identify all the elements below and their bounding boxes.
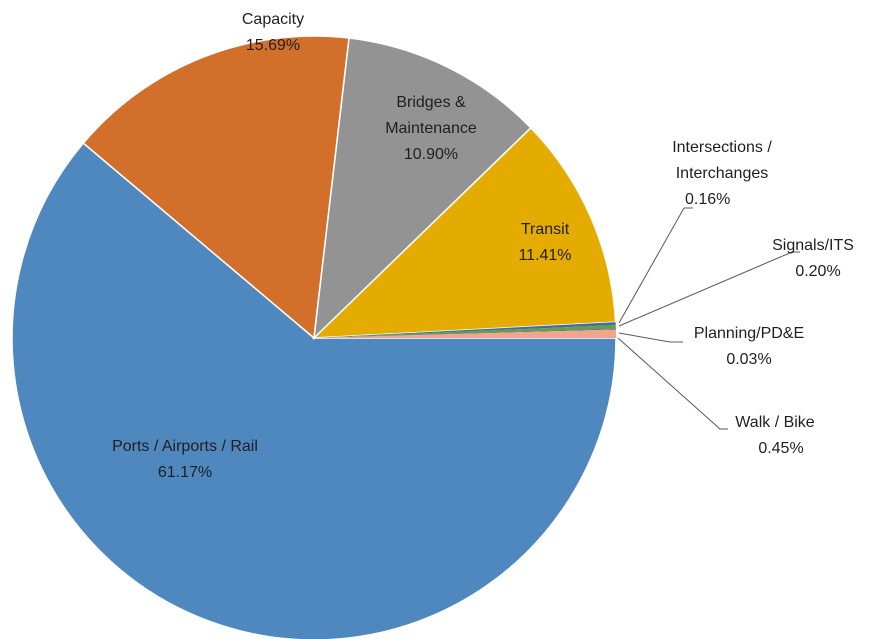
data-label: Capacity 15.69% (173, 7, 373, 59)
pie-slice (313, 37, 532, 341)
slice-name: Ports / Airports / Rail (112, 438, 258, 455)
pie-slice (312, 126, 617, 339)
data-label: Bridges & Maintenance 10.90% (361, 90, 501, 168)
slice-name: Bridges & Maintenance (385, 94, 477, 137)
slice-value: 61.17% (157, 464, 213, 481)
leader-line (617, 337, 728, 430)
slice-value: 0.03% (726, 351, 772, 368)
data-label: Planning/PD&E 0.03% (679, 321, 819, 373)
slice-name: Capacity (241, 11, 305, 28)
pie-slice (314, 329, 616, 338)
slice-name: Transit (520, 221, 570, 238)
slice-value: 0.45% (758, 440, 804, 457)
slice-name: Signals/ITS (772, 237, 854, 254)
slice-value: 10.90% (403, 146, 459, 163)
pie-slice (314, 322, 616, 338)
slice-value: 0.16% (685, 191, 731, 208)
slice-value: 15.69% (245, 37, 301, 54)
pie-slice (314, 328, 616, 338)
data-label: Signals/ITS 0.20% (758, 233, 868, 285)
leader-lines (617, 207, 800, 430)
leader-line (618, 332, 683, 343)
leader-line (618, 251, 800, 327)
pie-slice (314, 325, 616, 338)
slice-name: Intersections / Interchanges (672, 139, 772, 182)
pie-slice (11, 142, 617, 639)
leader-line (618, 207, 693, 324)
slice-name: Planning/PD&E (693, 325, 805, 342)
slice-value: 11.41% (518, 247, 572, 264)
slice-name: Walk / Bike (735, 414, 815, 431)
data-label: Transit 11.41% (495, 217, 595, 269)
data-label: Intersections / Interchanges 0.16% (647, 135, 797, 213)
data-label: Ports / Airports / Rail 61.17% (55, 434, 315, 486)
pie-slice (82, 35, 350, 340)
data-label: Walk / Bike 0.45% (715, 410, 835, 462)
slice-value: 0.20% (795, 263, 841, 280)
